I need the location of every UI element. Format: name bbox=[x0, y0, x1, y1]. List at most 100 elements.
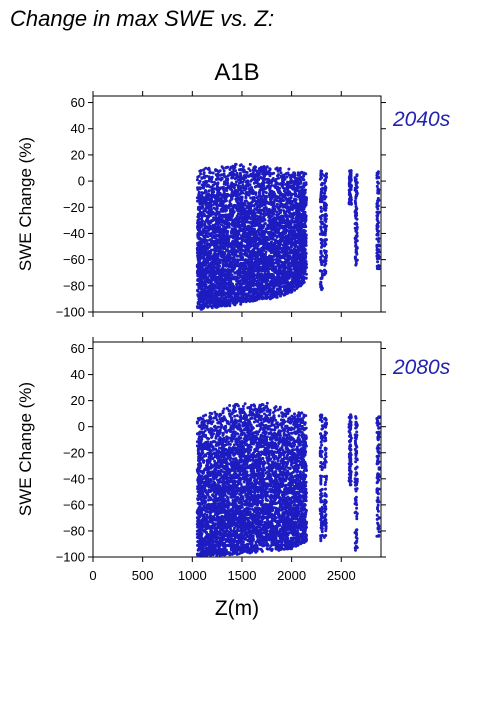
data-point bbox=[235, 285, 239, 289]
data-point bbox=[299, 175, 303, 179]
data-point bbox=[240, 189, 244, 193]
data-point bbox=[219, 193, 223, 197]
data-point bbox=[227, 218, 230, 222]
data-point bbox=[245, 206, 249, 210]
data-point bbox=[282, 284, 286, 288]
data-point bbox=[226, 287, 230, 290]
data-point bbox=[225, 275, 229, 279]
data-point bbox=[223, 199, 227, 203]
data-point bbox=[203, 221, 207, 225]
data-point bbox=[293, 193, 297, 196]
data-point bbox=[203, 248, 207, 252]
data-point bbox=[241, 183, 245, 187]
data-point bbox=[242, 244, 246, 248]
data-point bbox=[241, 165, 245, 169]
data-point bbox=[244, 195, 248, 199]
data-point bbox=[239, 253, 243, 257]
data-point bbox=[234, 251, 238, 255]
data-point bbox=[208, 171, 212, 175]
data-point bbox=[286, 274, 290, 278]
data-point bbox=[280, 282, 284, 286]
data-point bbox=[212, 180, 216, 184]
data-point bbox=[268, 197, 272, 201]
data-point bbox=[263, 174, 266, 178]
data-point bbox=[224, 181, 228, 185]
data-point bbox=[253, 175, 257, 179]
data-point bbox=[211, 288, 215, 292]
data-point bbox=[290, 226, 294, 230]
data-point bbox=[251, 170, 255, 174]
data-point bbox=[249, 265, 253, 269]
data-point bbox=[245, 248, 249, 252]
data-point bbox=[269, 180, 273, 184]
data-point bbox=[291, 203, 295, 207]
data-point bbox=[200, 289, 204, 293]
data-point bbox=[204, 289, 207, 293]
scatter-points bbox=[195, 162, 381, 311]
data-point bbox=[286, 271, 290, 274]
data-point bbox=[226, 165, 230, 169]
data-point bbox=[261, 191, 265, 195]
data-point bbox=[273, 238, 277, 242]
data-point bbox=[228, 271, 232, 275]
data-point bbox=[222, 192, 226, 196]
data-point bbox=[220, 286, 224, 290]
data-point bbox=[290, 212, 294, 216]
data-point bbox=[196, 270, 200, 274]
data-point bbox=[200, 192, 204, 196]
data-point bbox=[230, 299, 234, 303]
data-point bbox=[289, 194, 293, 198]
data-point bbox=[203, 196, 207, 200]
data-point bbox=[232, 253, 236, 257]
data-point bbox=[267, 238, 271, 242]
data-point bbox=[262, 187, 266, 191]
data-point bbox=[233, 296, 236, 300]
data-point bbox=[256, 280, 259, 284]
data-point bbox=[215, 205, 219, 209]
data-point bbox=[265, 295, 269, 299]
data-point bbox=[254, 218, 258, 221]
data-point bbox=[223, 174, 227, 178]
data-point bbox=[268, 167, 272, 171]
data-point bbox=[240, 210, 244, 214]
data-point bbox=[196, 278, 200, 281]
data-point bbox=[245, 258, 249, 262]
data-point bbox=[230, 176, 234, 180]
data-point bbox=[285, 175, 289, 179]
data-point bbox=[244, 226, 248, 230]
data-point bbox=[268, 267, 272, 271]
data-point bbox=[231, 185, 235, 189]
data-point bbox=[273, 234, 277, 238]
data-point bbox=[221, 260, 225, 263]
data-point bbox=[202, 238, 206, 242]
data-point bbox=[251, 297, 255, 301]
data-point bbox=[223, 225, 227, 229]
data-point bbox=[271, 212, 275, 216]
data-point bbox=[268, 171, 272, 175]
data-point bbox=[211, 195, 215, 199]
data-point bbox=[224, 204, 228, 208]
data-point bbox=[208, 270, 212, 274]
data-point bbox=[218, 242, 222, 246]
data-point bbox=[250, 174, 254, 178]
data-point bbox=[204, 189, 208, 192]
data-point bbox=[227, 239, 231, 243]
data-point bbox=[230, 247, 234, 251]
data-point bbox=[278, 208, 282, 212]
data-point bbox=[234, 275, 237, 279]
data-point bbox=[222, 207, 226, 211]
data-point bbox=[259, 211, 263, 215]
data-point bbox=[200, 183, 204, 187]
data-point bbox=[214, 244, 218, 248]
data-point bbox=[302, 244, 306, 248]
data-point bbox=[197, 217, 201, 221]
data-point bbox=[212, 258, 216, 262]
data-point bbox=[219, 208, 223, 212]
data-point bbox=[197, 259, 201, 263]
data-point bbox=[204, 202, 208, 206]
data-point bbox=[289, 290, 293, 294]
data-point bbox=[212, 206, 216, 210]
data-point bbox=[270, 235, 273, 239]
data-point bbox=[247, 262, 251, 266]
data-point bbox=[296, 185, 300, 189]
